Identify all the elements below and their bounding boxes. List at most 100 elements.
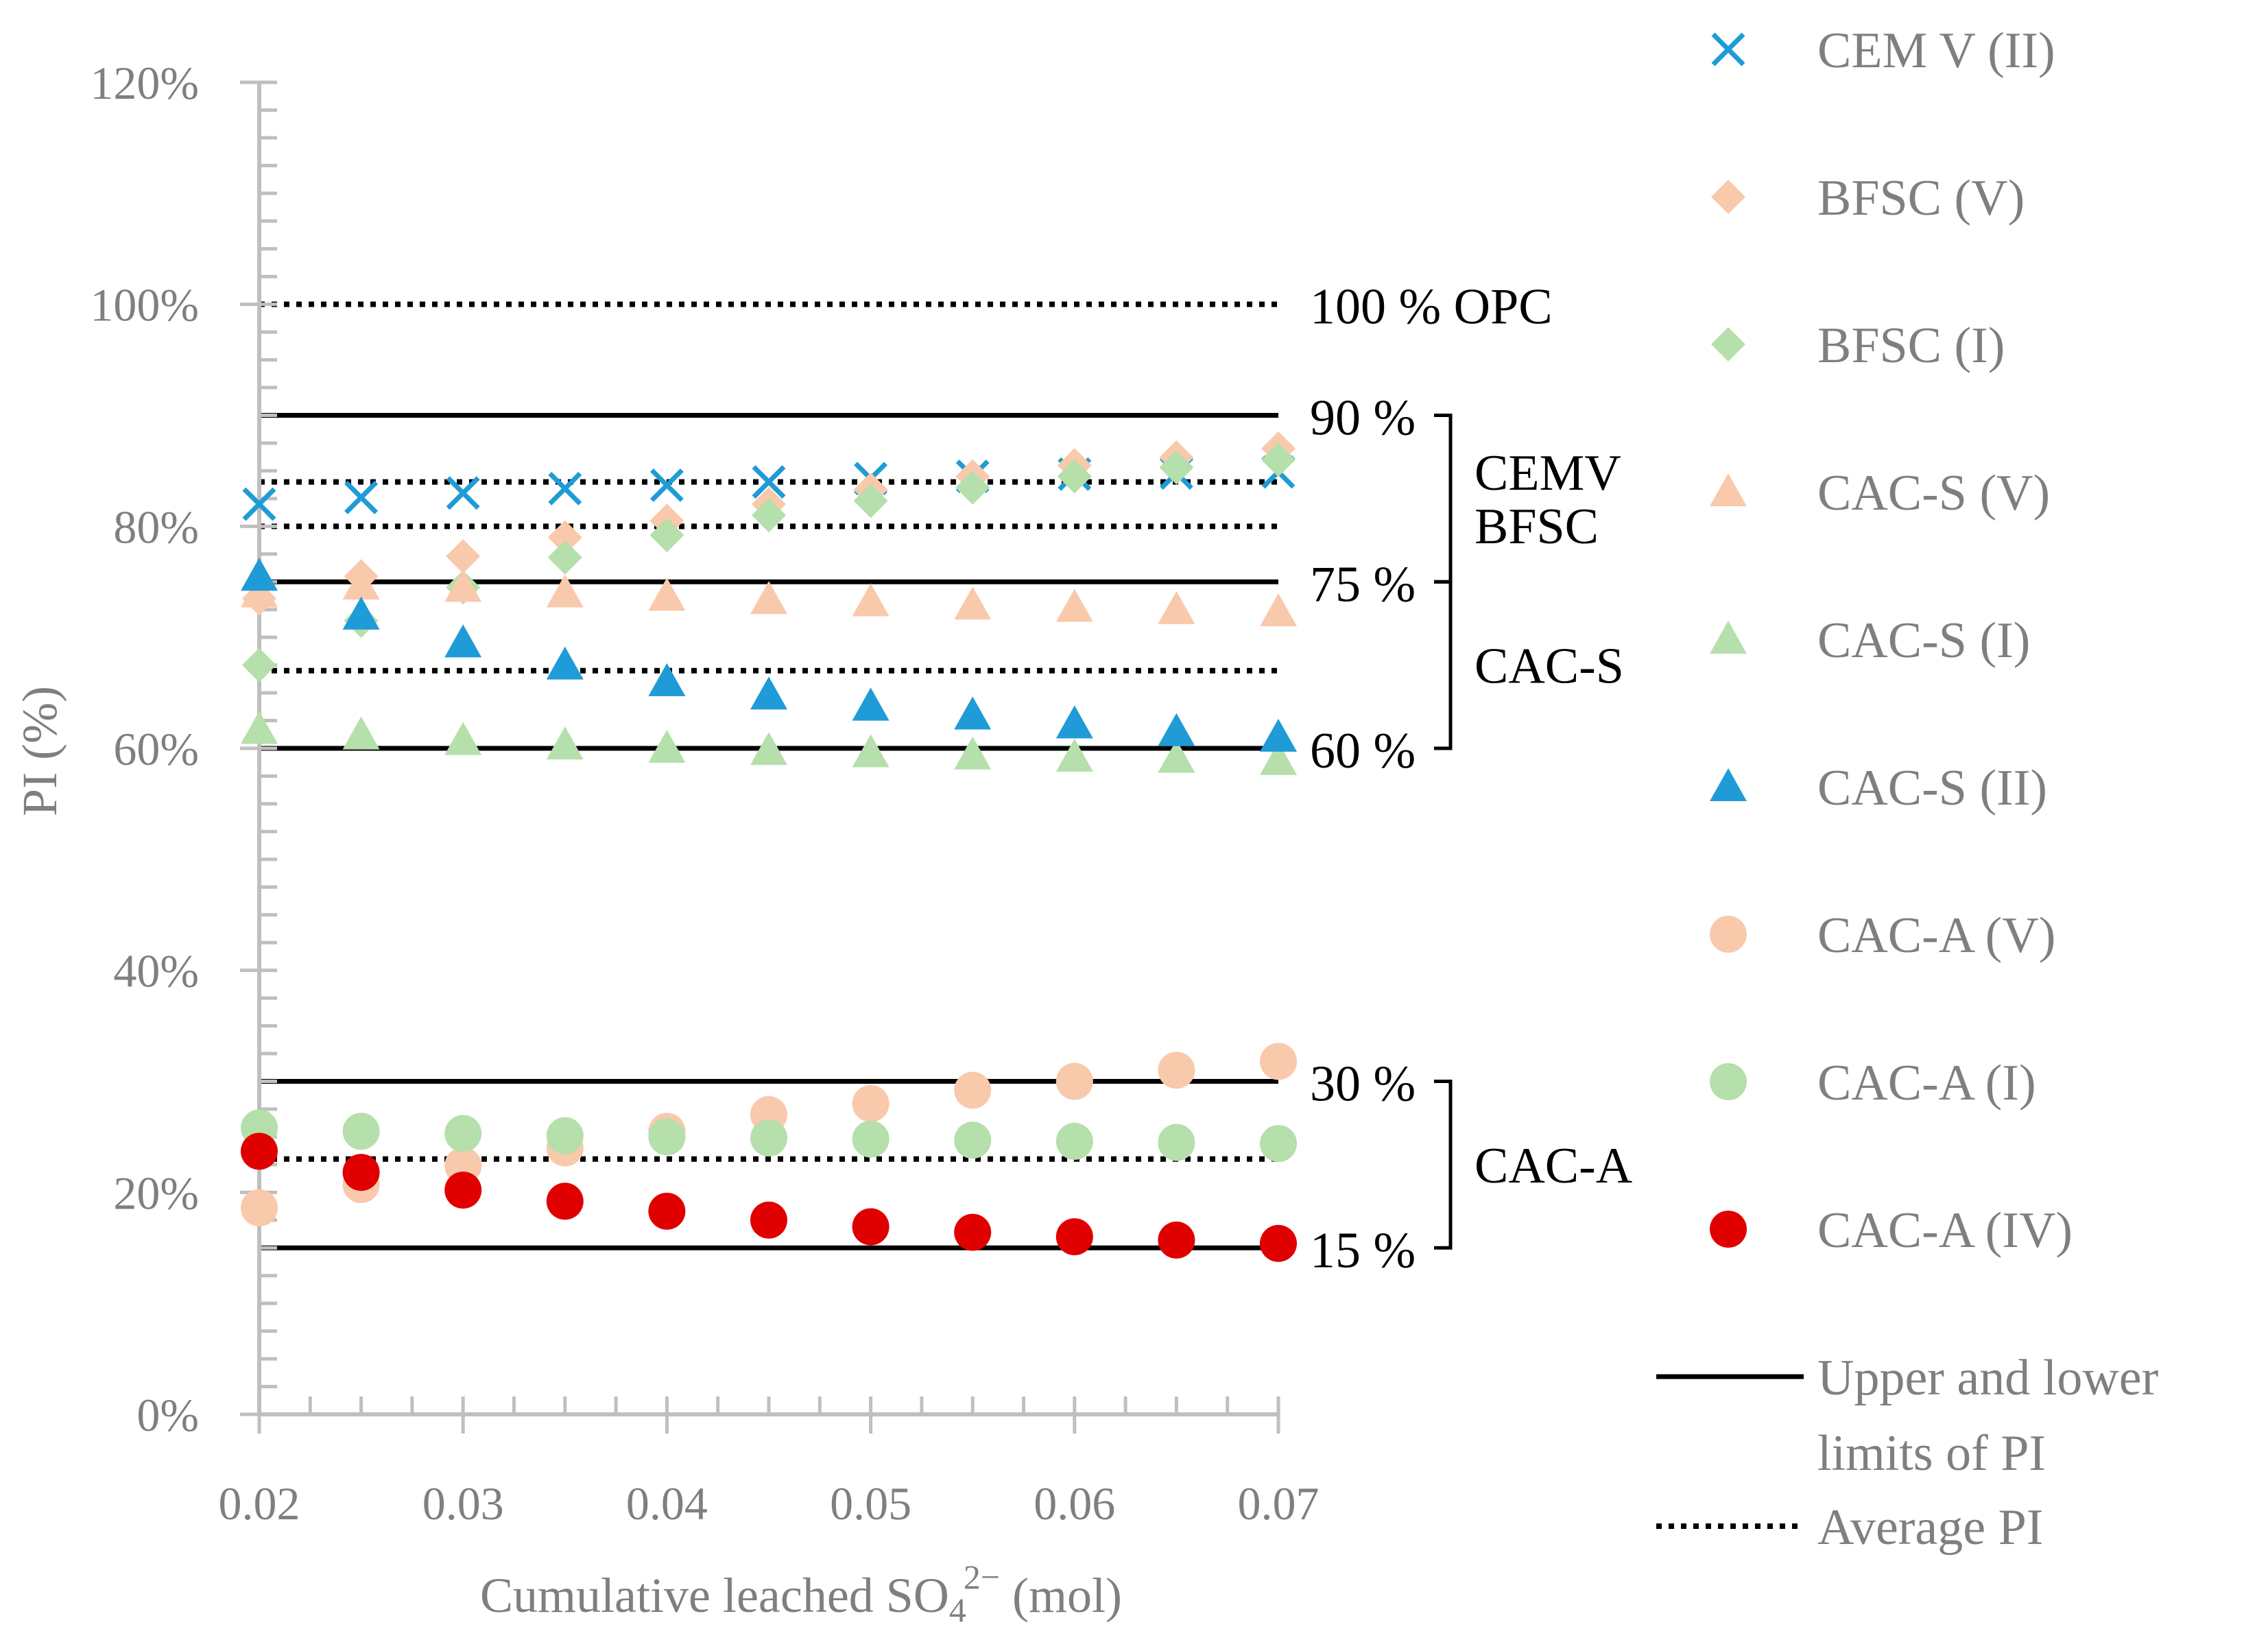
series-cac-a-iv bbox=[241, 1132, 1297, 1262]
axes: 0% 20% 40% 60% 80% 100% 120% 0.02 0.03 0.04 0.05 0.… bbox=[90, 57, 1319, 1530]
data-point bbox=[344, 480, 379, 514]
legend-label: CAC-S (II) bbox=[1817, 760, 2047, 816]
legend-marker bbox=[1710, 1063, 1747, 1100]
data-point bbox=[1260, 741, 1297, 775]
data-point bbox=[548, 471, 582, 506]
data-point bbox=[954, 696, 992, 730]
data-point bbox=[1158, 1221, 1195, 1259]
data-point bbox=[1158, 739, 1195, 773]
group-label: CAC-A bbox=[1475, 1138, 1632, 1194]
data-point bbox=[1055, 1122, 1093, 1160]
data-point bbox=[444, 1115, 482, 1152]
legend-label: Upper and lower bbox=[1817, 1350, 2158, 1406]
x-tick-label: 0.02 bbox=[219, 1477, 300, 1530]
data-point bbox=[241, 1189, 278, 1226]
data-point bbox=[1055, 1062, 1093, 1100]
data-point bbox=[1260, 593, 1297, 627]
series-cac-s-ii bbox=[241, 558, 1297, 752]
data-point bbox=[1055, 1218, 1093, 1256]
data-point bbox=[750, 1119, 787, 1157]
data-point bbox=[750, 581, 787, 615]
x-tick-label: 0.05 bbox=[830, 1477, 911, 1530]
data-markers bbox=[241, 431, 1297, 1262]
data-point bbox=[1055, 705, 1093, 739]
y-tick-label: 100% bbox=[90, 279, 199, 331]
legend-label: Average PI bbox=[1817, 1499, 2043, 1556]
data-point bbox=[1260, 718, 1297, 752]
data-point bbox=[752, 498, 786, 533]
legend-label: CAC-S (V) bbox=[1817, 465, 2050, 521]
y-tick-label: 60% bbox=[113, 723, 199, 775]
reference-line-label: 100 % OPC bbox=[1310, 279, 1553, 335]
data-point bbox=[954, 736, 992, 770]
legend-label: CAC-A (IV) bbox=[1817, 1202, 2073, 1259]
legend-label: CAC-A (V) bbox=[1817, 907, 2055, 964]
data-point bbox=[546, 574, 584, 608]
data-point bbox=[1158, 591, 1195, 624]
data-point bbox=[648, 663, 686, 696]
data-point bbox=[547, 540, 582, 575]
data-point bbox=[241, 1132, 278, 1170]
data-point bbox=[649, 518, 684, 553]
series-cac-a-i bbox=[241, 1109, 1297, 1163]
data-point bbox=[1158, 1124, 1195, 1161]
data-point bbox=[241, 574, 278, 608]
data-point bbox=[750, 732, 787, 765]
data-point bbox=[1260, 1125, 1297, 1163]
data-point bbox=[546, 1117, 584, 1154]
data-point bbox=[648, 1118, 686, 1156]
legend-marker bbox=[1711, 180, 1745, 214]
legend-label: CAC-A (I) bbox=[1817, 1055, 2036, 1111]
data-point bbox=[1260, 1224, 1297, 1262]
legend-marker bbox=[1710, 768, 1747, 802]
data-point bbox=[954, 586, 992, 620]
x-tick-label: 0.07 bbox=[1238, 1477, 1320, 1530]
data-point bbox=[954, 1213, 992, 1251]
data-point bbox=[342, 1154, 380, 1191]
reference-line-label: 60 % bbox=[1310, 723, 1416, 779]
data-point bbox=[1055, 738, 1093, 772]
legend-label: CEM V (II) bbox=[1817, 23, 2055, 79]
group-bracket bbox=[1434, 1080, 1453, 1250]
reference-line-label: 30 % bbox=[1310, 1056, 1416, 1113]
data-point bbox=[241, 711, 278, 744]
data-point bbox=[446, 539, 481, 574]
data-point bbox=[342, 596, 380, 630]
data-point bbox=[1057, 459, 1092, 494]
data-point bbox=[852, 734, 890, 768]
data-point bbox=[242, 487, 276, 521]
data-point bbox=[750, 1201, 787, 1239]
data-point bbox=[444, 624, 482, 658]
x-axis-title-subscript: 4 bbox=[949, 1591, 966, 1629]
data-point bbox=[444, 1172, 482, 1209]
y-tick-label: 120% bbox=[90, 57, 199, 109]
legend-label: BFSC (V) bbox=[1817, 170, 2025, 226]
x-axis-title-unit: (mol) bbox=[1000, 1568, 1122, 1623]
legend-marker bbox=[1710, 916, 1747, 953]
group-label: CEMV bbox=[1475, 445, 1621, 501]
legend: CEM V (II) BFSC (V) BFSC (I) CAC-S (V) CAC-S… bbox=[1656, 23, 2158, 1556]
series-cac-s-i bbox=[241, 711, 1297, 775]
data-point bbox=[649, 468, 684, 502]
data-point bbox=[342, 1113, 380, 1150]
group-bracket bbox=[1434, 580, 1453, 750]
data-point bbox=[342, 716, 380, 750]
data-point bbox=[546, 726, 584, 760]
data-point bbox=[955, 470, 990, 505]
data-point bbox=[241, 558, 278, 591]
series-cac-s-v bbox=[241, 567, 1297, 627]
data-point bbox=[546, 1183, 584, 1220]
data-point bbox=[1158, 1052, 1195, 1089]
legend-label: CAC-S (I) bbox=[1817, 613, 2030, 669]
x-axis-title-main: Cumulative leached SO bbox=[480, 1568, 949, 1623]
data-point bbox=[954, 1071, 992, 1109]
data-point bbox=[1261, 442, 1296, 477]
data-point bbox=[852, 1120, 890, 1158]
legend-marker bbox=[1710, 473, 1747, 507]
data-point bbox=[444, 722, 482, 755]
data-point bbox=[648, 578, 686, 611]
data-point bbox=[547, 520, 582, 555]
data-point bbox=[750, 676, 787, 710]
reference-line-label: 15 % bbox=[1310, 1222, 1416, 1279]
